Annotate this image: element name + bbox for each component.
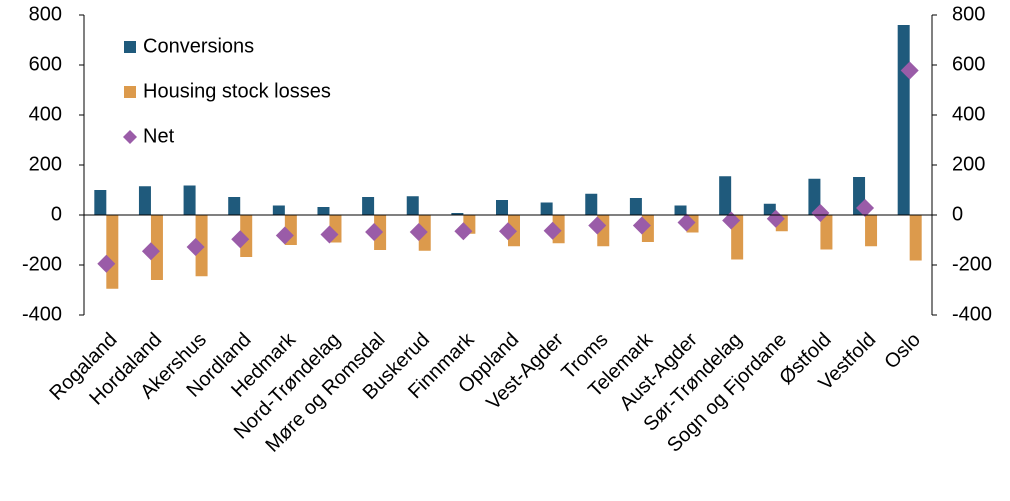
marker (900, 61, 919, 80)
bar (540, 202, 553, 215)
y2-tick-label: 400 (952, 103, 985, 125)
marker (856, 199, 875, 217)
marker (677, 213, 696, 232)
y2-tick-label: 800 (952, 3, 985, 25)
y-tick-label: 800 (29, 3, 62, 25)
marker (811, 204, 830, 222)
y2-tick-label: 0 (952, 203, 963, 225)
marker (97, 254, 116, 273)
bar (183, 185, 196, 215)
bar (897, 25, 910, 215)
bar (496, 200, 508, 215)
bar (138, 186, 151, 215)
bar (719, 176, 732, 215)
y-tick-label: -400 (22, 303, 62, 325)
legend-label: Net (143, 125, 175, 147)
marker (632, 216, 651, 235)
bar (150, 215, 163, 280)
y-tick-label: 600 (29, 53, 62, 75)
marker (499, 222, 517, 241)
bar (362, 197, 375, 215)
bar (585, 193, 598, 215)
bar (451, 213, 464, 215)
legend-swatch (124, 41, 136, 53)
bar (674, 205, 687, 215)
marker (454, 222, 473, 241)
x-tick-label: Oslo (880, 329, 925, 374)
marker (186, 238, 205, 256)
y2-tick-label: 600 (952, 53, 985, 75)
marker (409, 223, 428, 241)
y-tick-label: -200 (22, 253, 62, 275)
marker (766, 209, 785, 228)
bar (317, 207, 330, 215)
bar (808, 178, 821, 215)
bar (820, 215, 833, 250)
marker (722, 211, 741, 230)
bar (406, 196, 419, 215)
bar (94, 190, 107, 215)
legend-swatch (124, 86, 136, 98)
marker (320, 225, 339, 244)
y-tick-label: 400 (29, 103, 62, 125)
marker (275, 226, 294, 245)
marker (588, 216, 607, 235)
bar (272, 205, 285, 215)
bar (763, 203, 776, 215)
y-tick-label: 0 (51, 203, 62, 225)
bar (865, 215, 878, 247)
legend-label: Housing stock losses (143, 80, 331, 102)
y-tick-label: 200 (29, 153, 62, 175)
legend-label: Conversions (143, 35, 254, 57)
bar (228, 197, 241, 215)
legend-swatch (123, 130, 137, 144)
marker (365, 223, 384, 241)
y2-tick-label: -200 (952, 253, 992, 275)
y2-tick-label: 200 (952, 153, 985, 175)
bar (629, 198, 642, 215)
marker (543, 221, 562, 240)
y2-tick-label: -400 (952, 303, 992, 325)
bar (106, 215, 119, 289)
marker (141, 242, 160, 261)
bar (240, 215, 253, 257)
bar (909, 215, 922, 261)
marker (231, 230, 250, 249)
